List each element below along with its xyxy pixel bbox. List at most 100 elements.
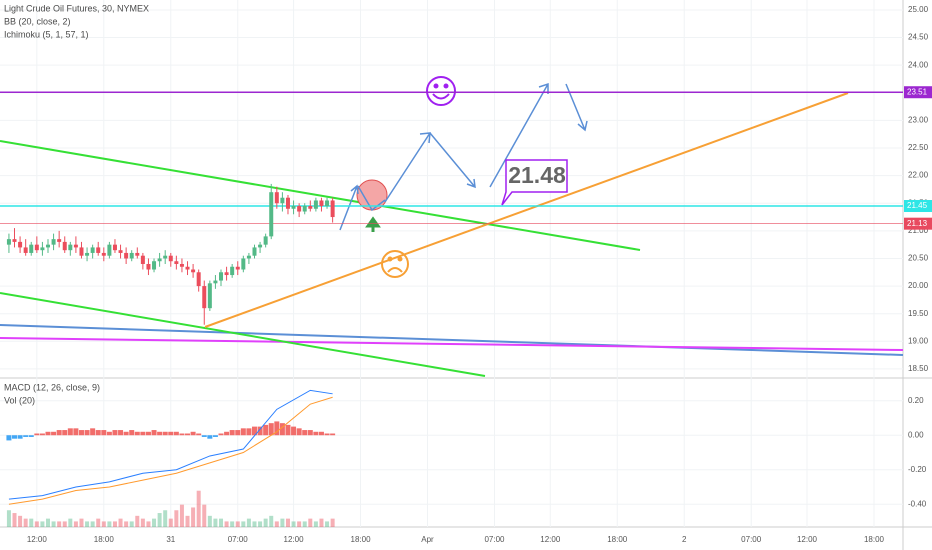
macd-histogram-bar <box>17 435 23 439</box>
candle-body <box>146 263 151 270</box>
candle-body <box>207 283 212 309</box>
macd-histogram-bar <box>56 430 62 436</box>
macd-histogram-bar <box>229 430 235 436</box>
candle-body <box>319 200 324 207</box>
volume-bar <box>129 521 134 527</box>
signal-line <box>8 396 333 505</box>
grid <box>0 0 903 527</box>
x-tick-label: 07:00 <box>741 535 762 544</box>
macd-histogram-bar <box>291 426 297 436</box>
chart-title: Light Crude Oil Futures, 30, NYMEX <box>4 3 149 13</box>
macd-histogram-bar <box>263 424 269 436</box>
candle-body <box>185 266 190 270</box>
macd-line <box>8 389 333 500</box>
macd-histogram-bar <box>78 430 84 436</box>
macd-histogram-bar <box>123 431 129 436</box>
volume-bar <box>90 521 95 527</box>
volume-bar <box>213 518 218 527</box>
macd-histogram-bar <box>196 433 202 436</box>
macd-histogram-bar <box>279 423 285 436</box>
macd-histogram-bar <box>90 428 96 436</box>
volume-bar <box>23 518 28 527</box>
candle-body <box>325 200 330 207</box>
macd-title: MACD (12, 26, close, 9) <box>4 382 100 392</box>
volume-bar <box>12 513 17 527</box>
macd-histogram-bar <box>173 431 179 436</box>
volume-title: Vol (20) <box>4 395 35 405</box>
volume-bar <box>51 521 56 527</box>
candle-body <box>96 247 101 253</box>
macd-histogram-bar <box>95 430 101 436</box>
volume-bar <box>168 518 173 527</box>
candle-body <box>196 272 201 287</box>
y-tick-label: 23.00 <box>908 116 929 125</box>
y-tick-label: 0.00 <box>908 430 924 439</box>
volume-bar <box>224 521 229 527</box>
candle-body <box>57 239 62 242</box>
support-line <box>204 92 849 328</box>
macd-histogram-bar <box>34 433 40 436</box>
y-tick-label: 20.00 <box>908 281 929 290</box>
x-tick-label: 31 <box>166 535 175 544</box>
y-tick-label: -0.20 <box>908 465 927 474</box>
volume-bar <box>285 518 290 527</box>
candle-body <box>29 244 34 253</box>
candle-body <box>269 192 274 237</box>
annotation: 21.48 <box>508 162 566 188</box>
volume-bar <box>107 521 112 527</box>
drawings: 21.48 <box>0 76 904 377</box>
macd-histogram-bar <box>257 426 263 436</box>
candle-body <box>118 250 123 253</box>
volume-bar <box>96 518 101 527</box>
candle-body <box>40 247 45 251</box>
y-tick-label: 19.00 <box>908 336 929 345</box>
y-tick-label: 25.00 <box>908 5 929 14</box>
macd-histogram-bar <box>185 433 191 436</box>
macd-histogram-bar <box>106 431 112 436</box>
macd-histogram-bar <box>67 428 73 436</box>
candle-body <box>85 252 90 256</box>
macd-histogram-bar <box>324 433 330 436</box>
volume-bar <box>101 521 106 527</box>
volume-bar <box>45 518 50 527</box>
candle-body <box>45 244 50 248</box>
x-tick-label: 18:00 <box>94 535 115 544</box>
marks: 12:00 18:00 31 07:00 12:00 18:00 Apr 07:00 12:00… <box>0 5 932 544</box>
macd-histogram-bar <box>307 430 313 436</box>
volume-bar <box>235 521 240 527</box>
projection-arrows <box>339 82 588 231</box>
volume-bar <box>85 521 90 527</box>
candle-body <box>140 255 145 264</box>
macd-histogram-bar <box>145 431 151 436</box>
x-tick-label: 07:00 <box>484 535 505 544</box>
volume-bar <box>191 507 196 527</box>
volume-bar <box>112 521 117 527</box>
annotation-box <box>501 159 568 206</box>
macd-histogram-bar <box>84 430 90 436</box>
macd-histogram-bar <box>118 430 124 436</box>
volume-bar <box>146 521 151 527</box>
macd-histogram-bar <box>313 431 319 436</box>
volume-bar <box>291 521 296 527</box>
channel-upper <box>0 140 641 251</box>
macd-histogram-bar <box>201 435 207 437</box>
candle-body <box>51 239 56 245</box>
macd-histogram-bar <box>112 430 118 436</box>
macd-histogram-bar <box>168 431 174 436</box>
candle-body <box>23 247 28 253</box>
price-label: 23.51 <box>907 87 928 96</box>
x-tick-label: 18:00 <box>607 535 628 544</box>
volume-bar <box>179 504 184 527</box>
candle-body <box>224 272 229 276</box>
volume-bar <box>246 518 251 527</box>
volume-bar <box>219 518 224 527</box>
candle-body <box>263 236 268 245</box>
candle-body <box>18 241 23 248</box>
volume-bar <box>157 513 162 527</box>
volume-bar <box>40 521 45 527</box>
volume-bar <box>124 521 129 527</box>
macd-histogram-bar <box>212 435 218 437</box>
macd-histogram-bar <box>129 430 135 436</box>
macd-histogram-bar <box>207 435 213 439</box>
